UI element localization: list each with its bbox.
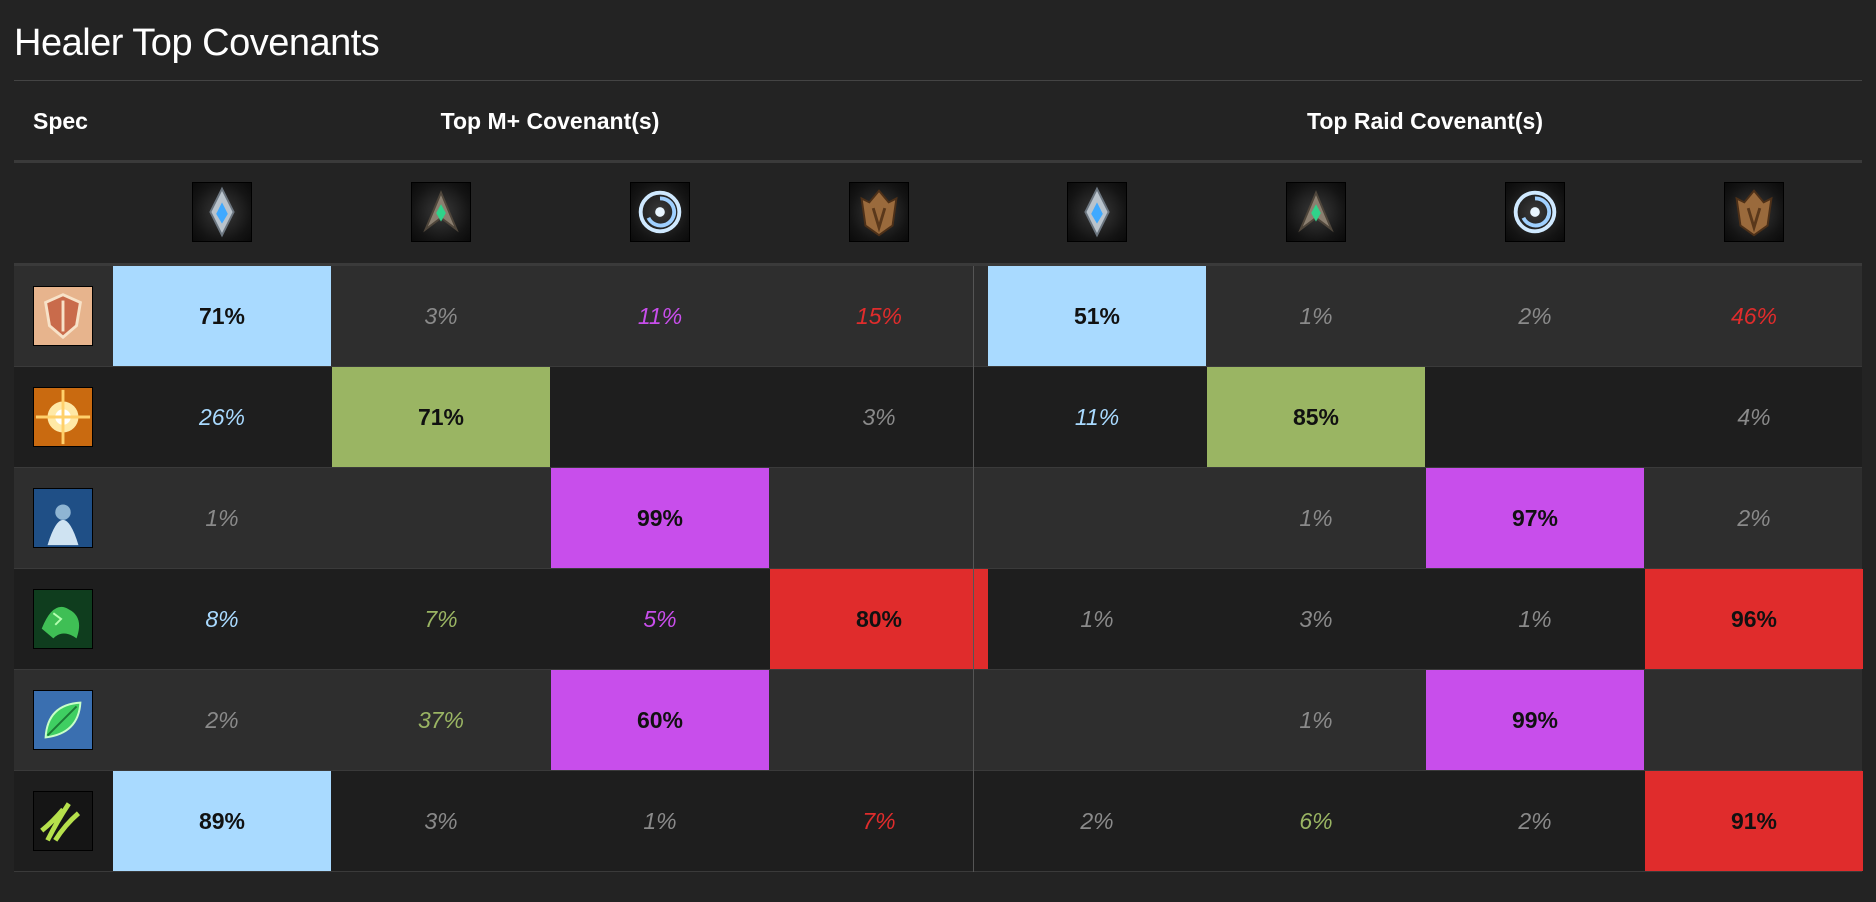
percent-cell: 2% [1080,808,1114,834]
percent-cell: 1% [1299,303,1333,329]
table-row: 26% 71% 3% 11% 85% 4% [14,367,1862,468]
percent-cell [770,468,988,568]
percent-cell: 1% [1080,606,1114,632]
percent-cell: 1% [1299,505,1333,531]
restoration-druid-icon [33,690,93,750]
percent-cell: 4% [1737,404,1771,430]
percent-cell: 91% [1645,771,1863,871]
mplus-column-header: Top M+ Covenant(s) [440,108,660,134]
percent-cell: 37% [417,707,465,733]
spec-column-header: Spec [33,108,88,134]
mplus-raid-divider [973,266,974,872]
percent-cell: 5% [643,606,677,632]
percent-cell: 71% [332,367,550,467]
percent-cell [770,670,988,770]
kyrian-icon [1067,182,1127,242]
table-row: 89% 3% 1% 7% 2% 6% 2% 91% [14,771,1863,872]
percent-cell: 6% [1299,808,1333,834]
table-row: 8% 7% 5% 80% 1% 3% 1% 96% [14,569,1863,670]
venthyr-icon [849,182,909,242]
row-divider [14,366,1862,367]
percent-cell [1645,670,1863,770]
percent-cell: 2% [205,707,239,733]
percent-cell: 2% [1737,505,1771,531]
percent-cell: 1% [205,505,239,531]
page-title: Healer Top Covenants [14,22,380,64]
percent-cell: 15% [855,303,903,329]
holy-paladin-icon [33,286,93,346]
header-divider [14,160,1862,163]
percent-cell: 1% [643,808,677,834]
row-divider [14,871,1862,872]
title-divider [14,80,1862,81]
percent-cell: 85% [1207,367,1425,467]
raid-column-header: Top Raid Covenant(s) [1307,108,1543,134]
percent-cell: 46% [1730,303,1778,329]
table-row: 71% 3% 11% 15% 51% 1% 2% 46% [14,266,1862,367]
percent-cell: 2% [1518,303,1552,329]
necrolord-icon [411,182,471,242]
covenant-table: 71% 3% 11% 15% 51% 1% 2% 46% 26% 71% 3% 11% 85% 4% 1% 9… [14,266,1863,872]
table-row: 1% 99% 1% 97% 2% [14,468,1862,569]
percent-cell: 96% [1645,569,1863,669]
necrolord-icon [1286,182,1346,242]
percent-cell: 99% [551,468,769,568]
percent-cell: 11% [1074,404,1120,430]
holy-priest-icon [33,387,93,447]
percent-cell: 7% [424,606,458,632]
percent-cell: 1% [1299,707,1333,733]
percent-cell: 11% [637,303,683,329]
percent-cell: 3% [1299,606,1333,632]
restoration-shaman-icon [33,791,93,851]
percent-cell: 1% [1518,606,1552,632]
mistweaver-monk-icon [33,589,93,649]
percent-cell: 8% [205,606,239,632]
percent-cell: 7% [862,808,896,834]
nightfae-icon [630,182,690,242]
table-row: 2% 37% 60% 1% 99% [14,670,1862,771]
percent-cell: 71% [113,266,331,366]
percent-cell: 2% [1518,808,1552,834]
discipline-priest-icon [33,488,93,548]
percent-cell: 51% [988,266,1206,366]
table-header: Spec Top M+ Covenant(s) Top Raid Covenan… [14,81,1862,161]
row-divider [14,770,1862,771]
percent-cell: 60% [551,670,769,770]
percent-cell: 26% [198,404,246,430]
covenant-icon-row [14,163,1862,263]
row-divider [14,669,1862,670]
row-divider [14,467,1862,468]
percent-cell: 3% [424,303,458,329]
percent-cell: 99% [1426,670,1644,770]
percent-cell [332,468,550,568]
percent-cell [988,468,1206,568]
nightfae-icon [1505,182,1565,242]
percent-cell [988,670,1206,770]
percent-cell [1426,367,1644,467]
percent-cell: 97% [1426,468,1644,568]
venthyr-icon [1724,182,1784,242]
row-divider [14,568,1862,569]
percent-cell: 80% [770,569,988,669]
percent-cell [551,367,769,467]
kyrian-icon [192,182,252,242]
percent-cell: 3% [862,404,896,430]
icon-row-divider [14,263,1862,266]
percent-cell: 89% [113,771,331,871]
percent-cell: 3% [424,808,458,834]
